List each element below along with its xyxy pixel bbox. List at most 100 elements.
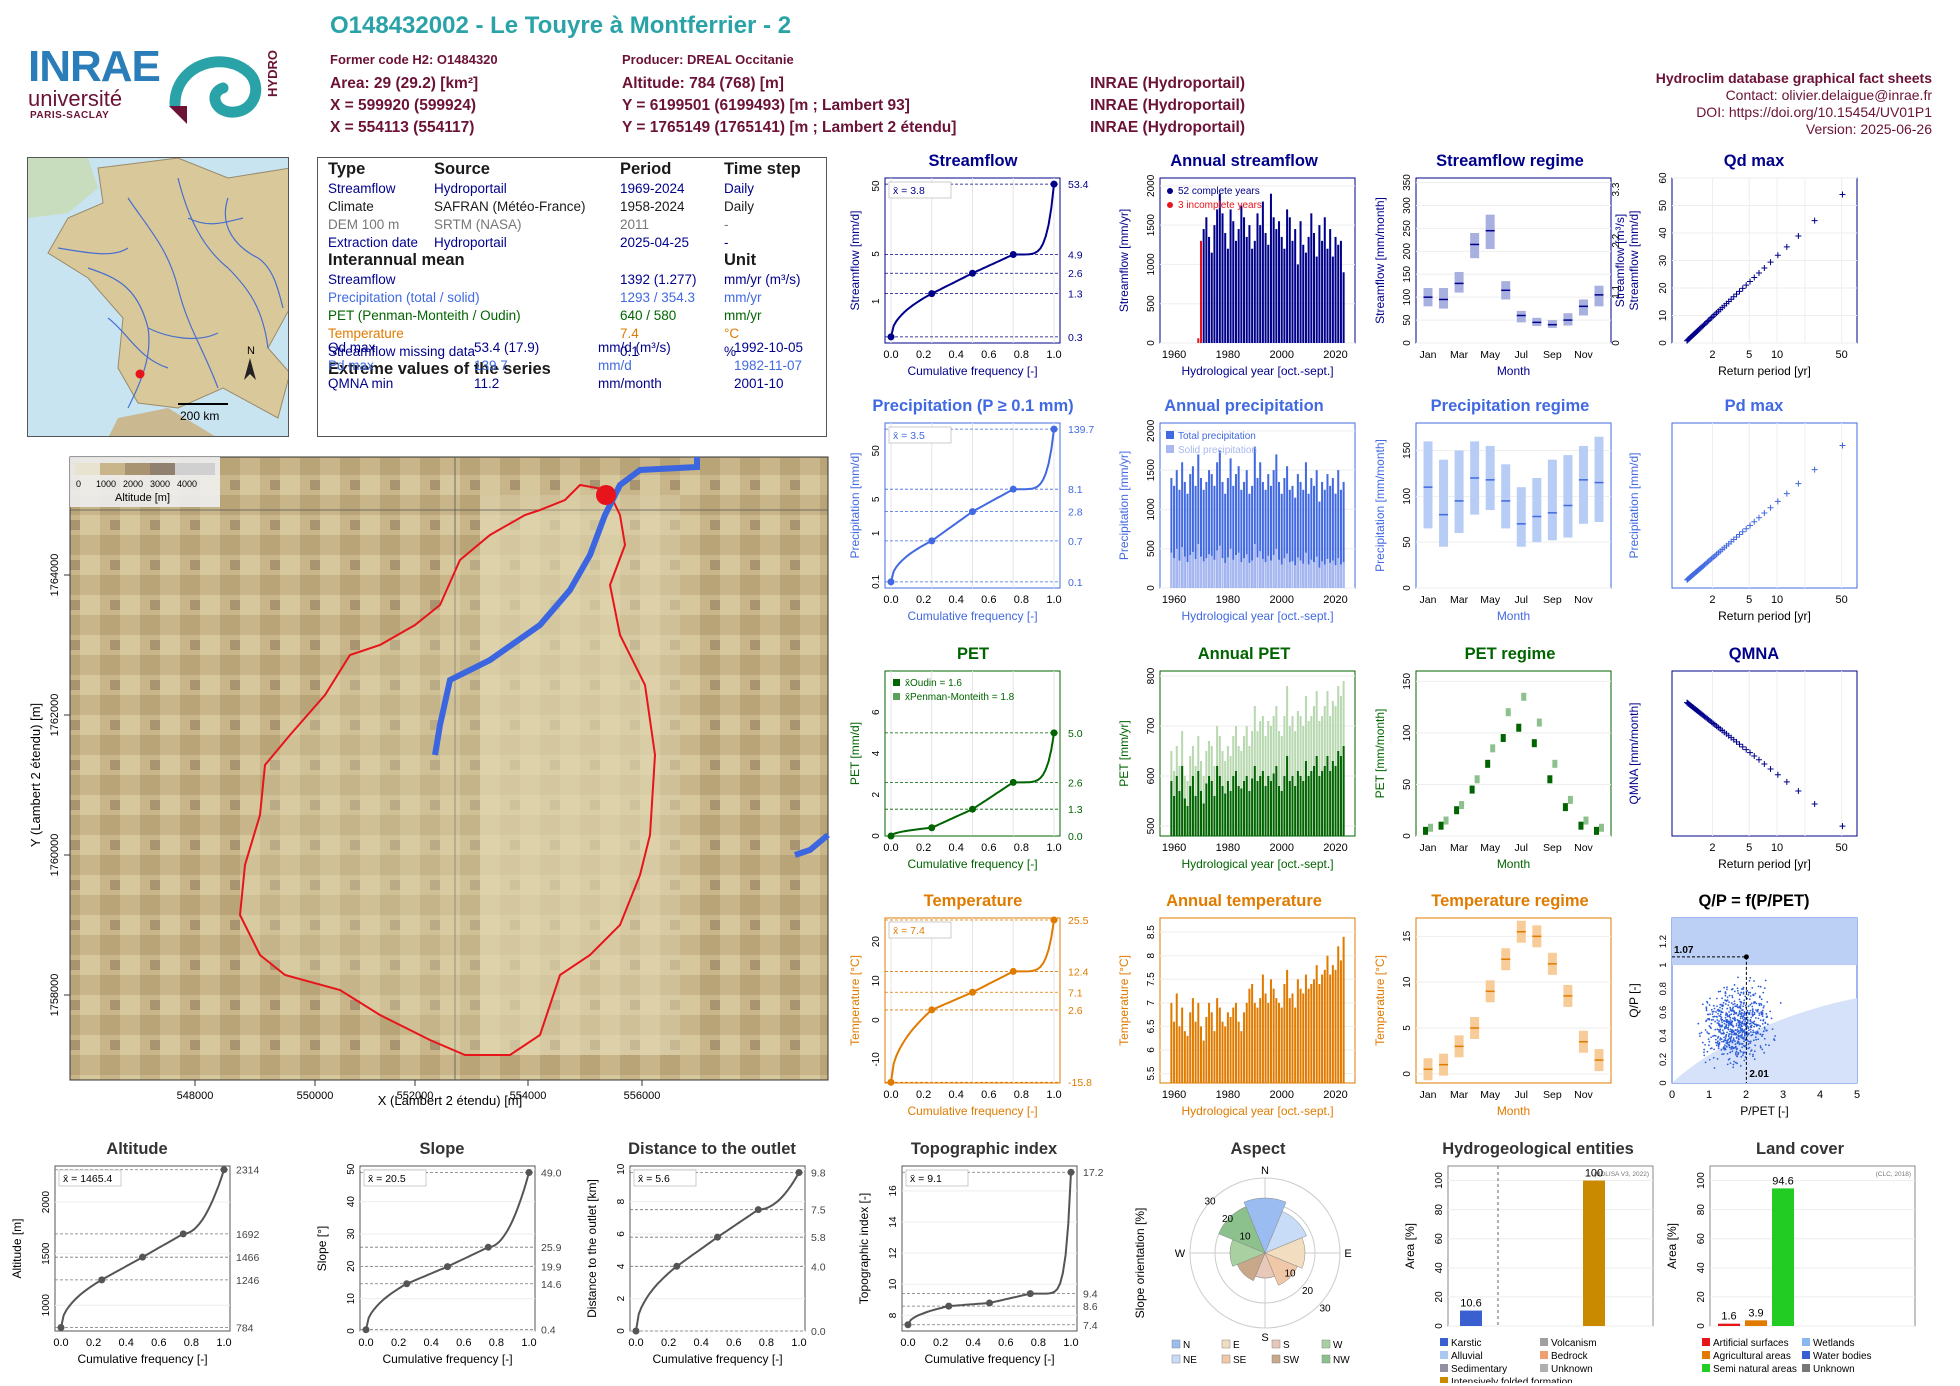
daily-point xyxy=(1733,1000,1736,1003)
bar xyxy=(1264,993,1267,1083)
daily-point xyxy=(1762,1030,1765,1033)
daily-point xyxy=(1720,1048,1723,1051)
right-tick-label: 2.8 xyxy=(1068,507,1083,519)
y-tick-label: 7 xyxy=(1146,1000,1157,1006)
legend-swatch xyxy=(1166,431,1174,439)
y-tick-label: 6 xyxy=(616,1231,627,1237)
y-tick-label: 0.8 xyxy=(1658,982,1669,995)
y2-axis-label: Streamflow [m³/s] xyxy=(1613,214,1627,307)
bar xyxy=(1331,761,1334,836)
x-tick-label: 0.0 xyxy=(883,594,898,606)
bar xyxy=(1334,969,1337,1083)
bar xyxy=(1323,969,1326,1083)
station-outlet-marker xyxy=(596,485,616,505)
daily-point xyxy=(1747,1033,1750,1036)
bar xyxy=(1202,489,1205,588)
bar xyxy=(1229,458,1232,588)
right-tick-label: 2314 xyxy=(236,1165,260,1177)
daily-point xyxy=(1715,1041,1717,1044)
y-tick-label: 1.2 xyxy=(1658,935,1669,948)
bar xyxy=(1181,1007,1184,1083)
daily-point xyxy=(1728,1033,1730,1036)
return-period-point xyxy=(1761,761,1768,768)
x-tick-label: 2 xyxy=(1743,1089,1749,1101)
y-tick-label: 150 xyxy=(1402,265,1413,282)
return-period-point xyxy=(1795,232,1802,239)
regime-penman xyxy=(1474,775,1480,784)
return-period-point xyxy=(1839,442,1846,449)
daily-point xyxy=(1757,1038,1760,1041)
daily-point xyxy=(1747,993,1750,996)
cell: mm/month xyxy=(598,375,662,391)
y-tick-label: 300 xyxy=(1402,197,1413,214)
daily-point xyxy=(1741,1029,1744,1031)
y-tick-label: 0 xyxy=(1434,1323,1445,1329)
daily-point xyxy=(1741,1033,1743,1036)
bar xyxy=(1210,1012,1213,1083)
daily-point xyxy=(1730,1029,1733,1031)
bar-solid xyxy=(1240,562,1243,588)
bar-solid xyxy=(1315,556,1318,588)
daily-point xyxy=(1763,1028,1766,1030)
plot-frame xyxy=(629,1165,806,1332)
ring-label: 20 xyxy=(1222,1214,1234,1225)
x-axis-label: Cumulative frequency [-] xyxy=(907,609,1037,623)
daily-point xyxy=(1724,1016,1727,1019)
ring-label: 30 xyxy=(1320,1304,1332,1315)
regime-penman xyxy=(1428,823,1433,832)
daily-point xyxy=(1706,1031,1708,1033)
x-tick-label: 0.2 xyxy=(661,1337,676,1349)
y-axis-label: Temperature [°C] xyxy=(1373,955,1387,1046)
bar xyxy=(1245,236,1248,343)
x-tick-label: 0.8 xyxy=(1031,1337,1046,1349)
legend-swatch xyxy=(1221,1354,1231,1364)
hydro-label: HYDRO xyxy=(265,50,280,97)
daily-point xyxy=(1754,1036,1757,1039)
daily-point xyxy=(1723,1048,1726,1051)
right-tick-label: 5.8 xyxy=(811,1232,826,1244)
y-tick-label: 0 xyxy=(1658,1080,1669,1085)
daily-point xyxy=(1766,1001,1769,1003)
extreme-row: Qd max 53.4 (17.9) mm/d (m³/s) 1992-10-05 xyxy=(328,338,809,356)
x-axis-label: Cumulative frequency [-] xyxy=(382,1352,512,1366)
daily-point xyxy=(1766,1029,1768,1032)
daily-point xyxy=(1726,1039,1729,1042)
cell: 7.4 xyxy=(620,325,639,341)
daily-point xyxy=(1726,999,1729,1002)
y-axis-label: Slope [°] xyxy=(315,1226,329,1272)
daily-point xyxy=(1752,994,1755,996)
daily-point xyxy=(1766,1023,1769,1026)
bar xyxy=(1232,485,1235,588)
x-tick-label: 1960 xyxy=(1162,594,1186,606)
y-axis-label: Streamflow [mm/d] xyxy=(848,210,862,310)
bar xyxy=(1261,481,1264,588)
mean-box xyxy=(633,1169,697,1187)
bar xyxy=(1342,746,1345,836)
cell: Extraction date xyxy=(328,234,419,250)
cell: 1293 / 354.3 xyxy=(620,289,696,305)
daily-point xyxy=(1764,979,1767,982)
x-axis-label: Hydrological year [oct.-sept.] xyxy=(1181,364,1333,378)
qd_max-chart: Qd max 2 5 10 50 0 10 20 30 40 50 60 Return period [… xyxy=(1622,150,1858,378)
bar xyxy=(1264,489,1267,588)
y-axis-label: Precipitation [mm/d] xyxy=(848,452,862,558)
daily-point xyxy=(1708,1058,1711,1061)
right-tick-label: 17.2 xyxy=(1083,1167,1104,1179)
return-period-point xyxy=(1739,285,1746,292)
return-period-point xyxy=(1705,317,1712,324)
daily-point xyxy=(1744,995,1747,998)
y-tick-label: 20 xyxy=(1696,1291,1707,1303)
daily-point xyxy=(1760,1011,1763,1013)
x-axis-label: Cumulative frequency [-] xyxy=(924,1352,1054,1366)
mean-label: x̄ = 3.8 xyxy=(893,185,925,197)
daily-point xyxy=(1719,1013,1722,1016)
annual_pet-chart: Annual PET 500 600 700 800 1960 1980 2000 2020 Hy… xyxy=(1117,645,1356,871)
y-tick-label: 100 xyxy=(1402,488,1413,505)
daily-point xyxy=(1740,988,1743,990)
legend-swatch xyxy=(1171,1339,1181,1349)
basin-outline xyxy=(238,483,657,1056)
bar xyxy=(1216,766,1219,836)
cell: DEM 100 m xyxy=(328,216,400,232)
daily-point xyxy=(1731,1017,1734,1020)
regime-oudin xyxy=(1485,759,1491,768)
